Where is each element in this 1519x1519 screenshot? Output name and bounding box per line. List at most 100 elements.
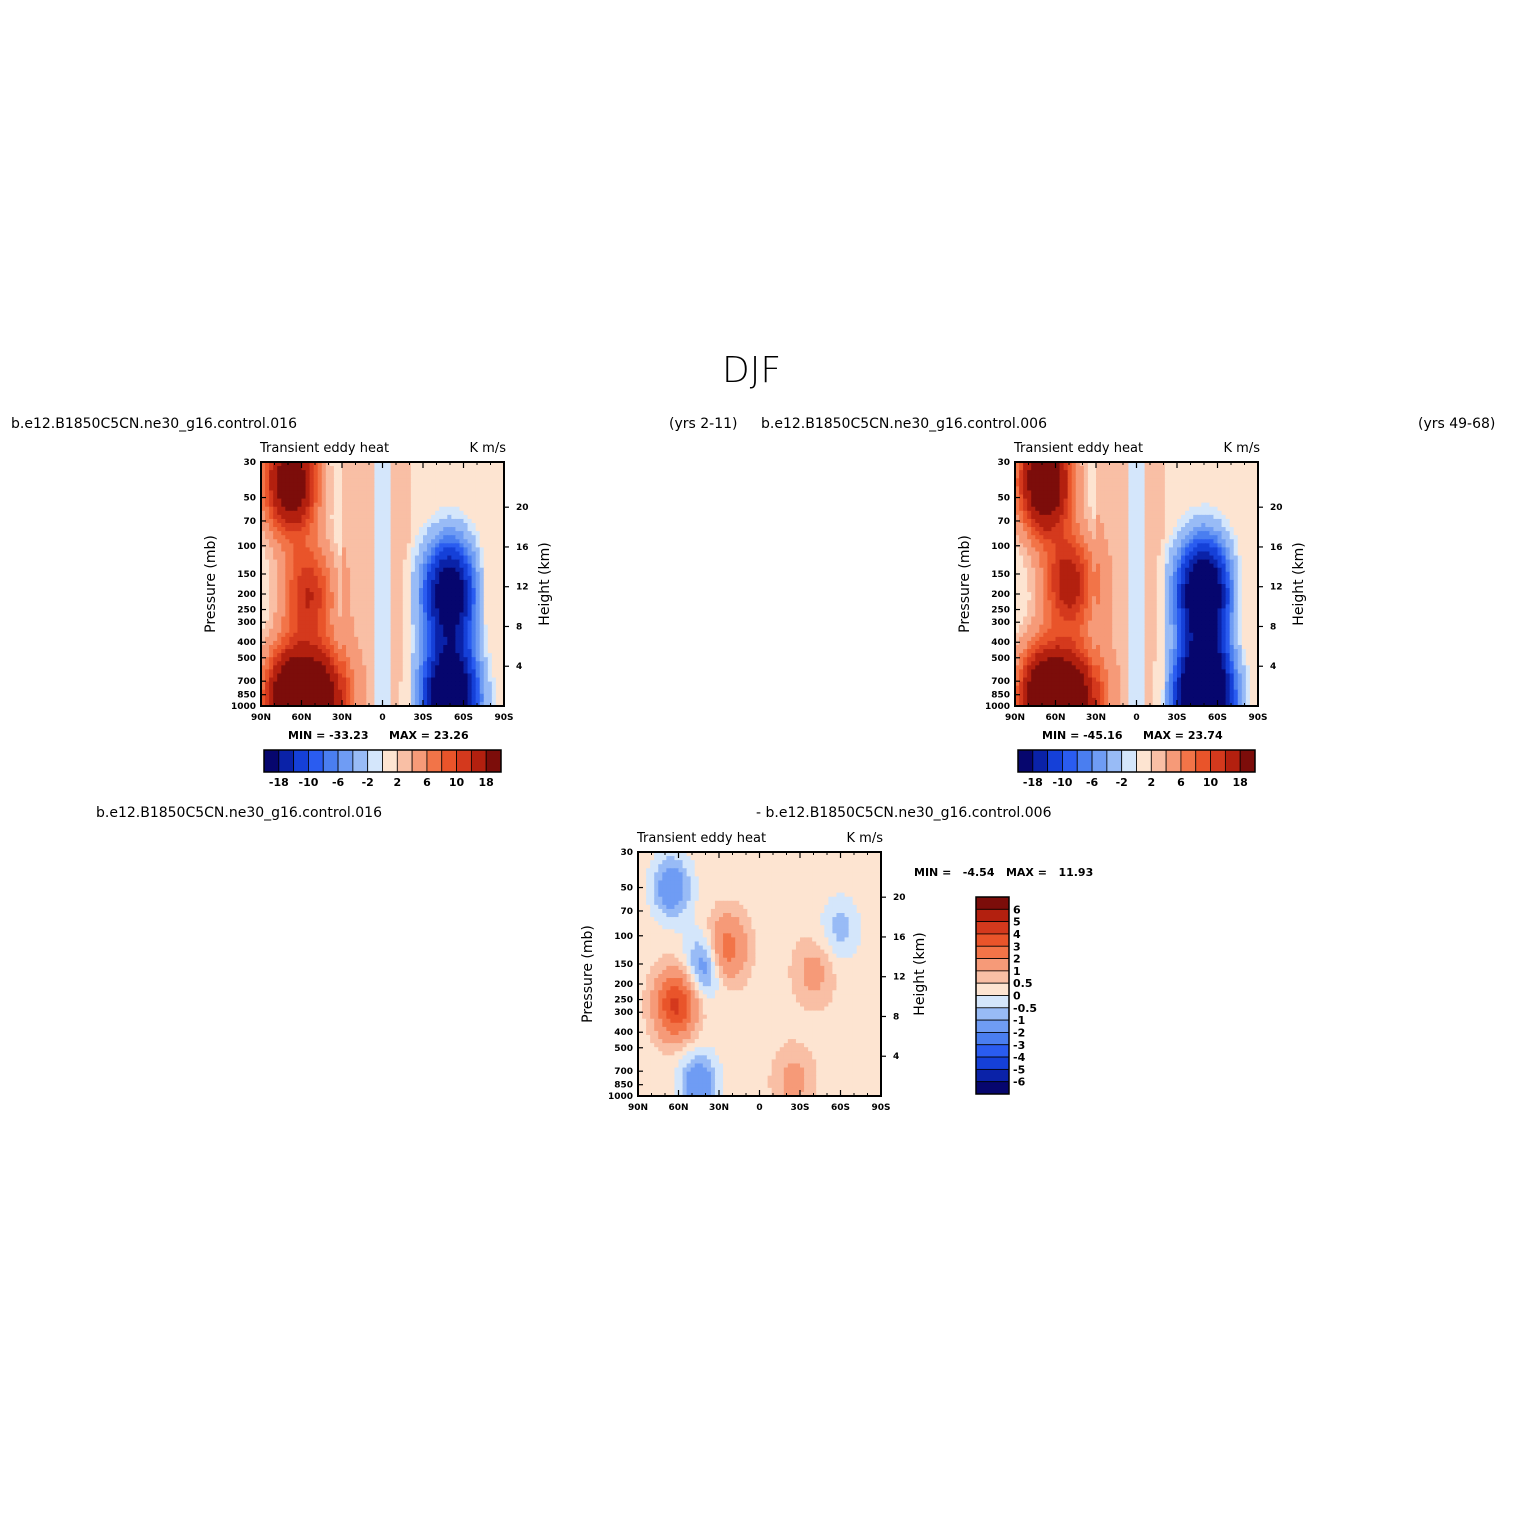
field-cell [487, 624, 493, 630]
field-cell [1108, 494, 1113, 500]
field-cell [1201, 506, 1206, 512]
field-cell [382, 697, 388, 703]
field-cell [325, 575, 331, 581]
field-cell [1096, 539, 1101, 544]
field-cell [427, 697, 432, 703]
field-cell [467, 478, 473, 483]
field-cell [414, 649, 420, 654]
field-cell [1225, 486, 1231, 492]
field-cell [1087, 494, 1093, 500]
field-cell [451, 661, 456, 666]
field-cell [269, 673, 274, 679]
field-cell [439, 575, 444, 581]
field-cell [1229, 486, 1235, 492]
field-cell [479, 657, 485, 662]
field-cell [410, 551, 416, 557]
field-cell [297, 640, 303, 646]
field-cell [305, 470, 311, 475]
field-cell [350, 657, 355, 662]
field-cell [431, 620, 436, 626]
field-cell [1039, 547, 1044, 553]
field-cell [1051, 478, 1057, 483]
field-cell [366, 543, 371, 548]
field-cell [329, 579, 335, 585]
field-cell [439, 555, 444, 561]
field-cell [1144, 510, 1150, 516]
field-cell [1193, 539, 1198, 544]
field-cell [1185, 470, 1190, 475]
field-cell [382, 661, 388, 666]
field-cell [451, 592, 456, 597]
field-cell [1083, 527, 1089, 532]
field-cell [483, 677, 489, 683]
field-cell [333, 470, 339, 475]
field-cell [1193, 535, 1198, 540]
field-cell [370, 535, 375, 540]
field-cell [342, 645, 347, 650]
field-cell [293, 514, 299, 520]
field-cell [382, 547, 388, 553]
field-cell [309, 486, 315, 492]
field-cell [1091, 518, 1097, 524]
field-cell [1225, 527, 1231, 532]
field-cell [289, 689, 294, 695]
field-cell [410, 612, 416, 618]
panel-016-max: MAX = 23.26 [389, 729, 469, 742]
field-cell [378, 592, 384, 597]
field-cell [1100, 482, 1105, 487]
field-cell [1148, 498, 1154, 504]
field-cell [269, 462, 274, 467]
field-cell [463, 665, 469, 670]
field-cell [455, 478, 461, 483]
field-cell [495, 669, 501, 675]
field-cell [374, 510, 380, 516]
field-cell [354, 535, 359, 540]
field-cell [1201, 474, 1206, 479]
field-cell [350, 466, 355, 471]
field-cell [378, 645, 384, 650]
field-cell [398, 462, 404, 467]
field-cell [289, 669, 294, 675]
field-cell [1055, 523, 1061, 528]
field-cell [382, 624, 388, 630]
field-cell [394, 677, 400, 683]
field-cell [354, 466, 359, 471]
field-cell [390, 506, 396, 512]
colorbar-box [293, 749, 309, 773]
field-cell [378, 701, 384, 706]
field-cell [382, 518, 388, 524]
field-cell [265, 616, 270, 622]
field-cell [374, 689, 380, 695]
field-cell [455, 636, 461, 642]
field-cell [289, 596, 294, 601]
field-cell [414, 474, 420, 479]
field-cell [455, 567, 461, 573]
field-cell [1063, 482, 1069, 487]
field-cell [1144, 527, 1150, 532]
field-cell [297, 555, 303, 561]
field-cell [269, 579, 274, 585]
field-cell [491, 612, 497, 618]
field-cell [414, 494, 420, 500]
field-cell [289, 502, 294, 508]
field-cell [305, 539, 311, 544]
field-cell [1023, 474, 1028, 479]
field-cell [342, 661, 347, 666]
field-cell [1193, 523, 1198, 528]
field-cell [471, 571, 477, 577]
field-cell [277, 551, 282, 557]
field-cell [1087, 543, 1093, 548]
field-cell [431, 697, 436, 703]
field-cell [1140, 466, 1146, 471]
field-cell [261, 506, 266, 512]
field-cell [325, 482, 331, 487]
field-cell [390, 697, 396, 703]
field-cell [382, 584, 388, 589]
field-cell [342, 482, 347, 487]
field-cell [459, 547, 465, 553]
field-cell [289, 665, 294, 670]
field-cell [321, 604, 327, 609]
field-cell [293, 535, 299, 540]
field-cell [471, 657, 477, 662]
field-cell [1067, 518, 1073, 524]
